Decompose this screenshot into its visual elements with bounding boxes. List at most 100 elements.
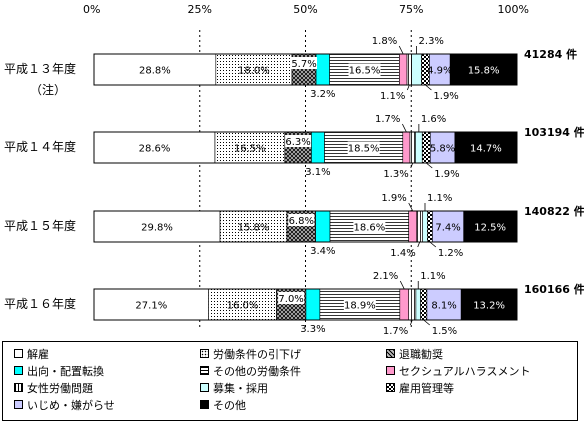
- data-label: 7.4%: [435, 223, 460, 234]
- bar-segment: [420, 288, 428, 321]
- callout-line: [423, 319, 430, 326]
- legend-item: 雇用管理等: [386, 379, 454, 396]
- legend-label: 労働条件の引下げ: [213, 347, 301, 361]
- data-label-bg: [285, 135, 312, 147]
- callout-line: [410, 162, 414, 169]
- data-label: 28.8%: [139, 66, 171, 77]
- legend-swatch: [14, 349, 23, 358]
- legend-swatch: [200, 349, 209, 358]
- bar-segment: [315, 210, 331, 243]
- callout-label: 1.4%: [390, 248, 415, 259]
- callout-line: [398, 45, 404, 55]
- callout-label: 2.3%: [419, 36, 444, 47]
- data-label: 16.5%: [234, 144, 266, 155]
- callout-line: [426, 162, 433, 169]
- data-label-bg: [348, 63, 381, 77]
- bar-segment: [429, 131, 456, 164]
- legend-swatch: [200, 383, 209, 392]
- legend-label: その他: [213, 398, 246, 412]
- data-label: 5.8%: [430, 144, 455, 155]
- data-label: 18.0%: [238, 66, 270, 77]
- legend-item: 解雇: [14, 345, 49, 362]
- legend-frame: [2, 341, 578, 421]
- bar-segment: [215, 53, 293, 86]
- legend-item: セクシュアルハラスメント: [386, 362, 530, 379]
- x-tick-label: 75%: [399, 3, 423, 16]
- category-label: 平成１６年度: [4, 296, 76, 311]
- legend-swatch: [14, 400, 23, 409]
- bar-segment: [399, 288, 410, 321]
- data-label-bg: [353, 220, 386, 234]
- bar-outline: [93, 131, 518, 164]
- callout-label: 1.3%: [383, 169, 408, 180]
- bar-segment: [93, 131, 216, 164]
- bar-group: 28.6% 16.5% 18.5% 5.8% 14.7% 6.3% 3.1% 1.7% 1.6%…: [93, 114, 518, 180]
- category-label: 平成１４年度: [4, 139, 76, 154]
- legend-item: その他の労働条件: [200, 362, 301, 379]
- legend-item: 女性労働問題: [14, 379, 93, 396]
- bar-segment: [408, 288, 417, 321]
- bar-outline: [93, 288, 518, 321]
- data-label: 6.8%: [289, 216, 314, 227]
- legend-item: その他: [200, 396, 246, 413]
- legend-label: 退職勧奨: [399, 347, 443, 361]
- x-tick-label: 0%: [83, 3, 100, 16]
- legend-label: 解雇: [27, 347, 49, 361]
- data-label: 12.5%: [474, 223, 506, 234]
- bar-segment: [408, 210, 418, 243]
- bar-group: 29.8% 15.8% 18.6% 7.4% 12.5% 6.8% 3.4% 1.9% 1.1%…: [93, 193, 518, 259]
- data-label: 14.7%: [470, 144, 502, 155]
- bar-segment: [416, 210, 423, 243]
- category-label: 平成１５年度: [4, 218, 76, 233]
- callout-line: [425, 84, 432, 91]
- data-label: 18.6%: [353, 223, 385, 234]
- data-label-bg: [291, 57, 318, 69]
- bar-segment: [422, 210, 428, 243]
- total-label: 160166 件: [524, 282, 584, 296]
- legend-swatch: [386, 366, 395, 375]
- data-label-bg: [474, 220, 507, 234]
- data-label: 16.0%: [227, 301, 259, 312]
- data-label: 6.3%: [285, 137, 310, 148]
- legend-label: 雇用管理等: [399, 381, 454, 395]
- bar-segment: [93, 53, 217, 86]
- x-tick-label: 50%: [293, 3, 317, 16]
- data-label: 3.2%: [310, 89, 335, 100]
- bar-segment: [315, 53, 330, 86]
- bar-outline: [93, 53, 518, 86]
- callout-line: [408, 202, 414, 212]
- legend-item: 退職勧奨: [386, 345, 443, 362]
- legend-swatch: [200, 400, 209, 409]
- data-label: 3.4%: [310, 246, 335, 257]
- data-label: 13.2%: [473, 301, 505, 312]
- legend-label: いじめ・嫌がらせ: [27, 398, 115, 412]
- callout-label: 1.8%: [372, 36, 397, 47]
- legend-swatch: [14, 383, 23, 392]
- bar-outline: [93, 210, 518, 243]
- callout-line: [399, 280, 405, 290]
- callout-label: 1.7%: [383, 326, 408, 337]
- data-label-bg: [473, 298, 506, 312]
- legend-item: 出向・配置転換: [14, 362, 104, 379]
- data-label-bg: [347, 141, 380, 155]
- callout-label: 1.1%: [427, 193, 452, 204]
- data-label-bg: [288, 214, 315, 226]
- data-label: 28.6%: [139, 144, 171, 155]
- bar-segment: [311, 131, 325, 164]
- total-label: 103194 件: [524, 125, 584, 139]
- legend-label: 出向・配置転換: [27, 364, 104, 378]
- bar-segment: [399, 53, 408, 86]
- callout-line: [402, 123, 407, 133]
- callout-line: [417, 241, 421, 248]
- bar-segment: [402, 131, 411, 164]
- data-label: 4.9%: [427, 66, 452, 77]
- data-label: 8.1%: [431, 301, 456, 312]
- callout-label: 1.2%: [438, 248, 463, 259]
- data-label-bg: [343, 298, 376, 312]
- data-label-bg: [467, 63, 500, 77]
- total-labels: 41284 件 103194 件 140822 件 160166 件: [524, 47, 584, 296]
- bar-segment: [415, 288, 421, 321]
- data-label: 29.8%: [141, 223, 173, 234]
- bar-segment: [208, 288, 277, 321]
- data-label: 18.5%: [348, 144, 380, 155]
